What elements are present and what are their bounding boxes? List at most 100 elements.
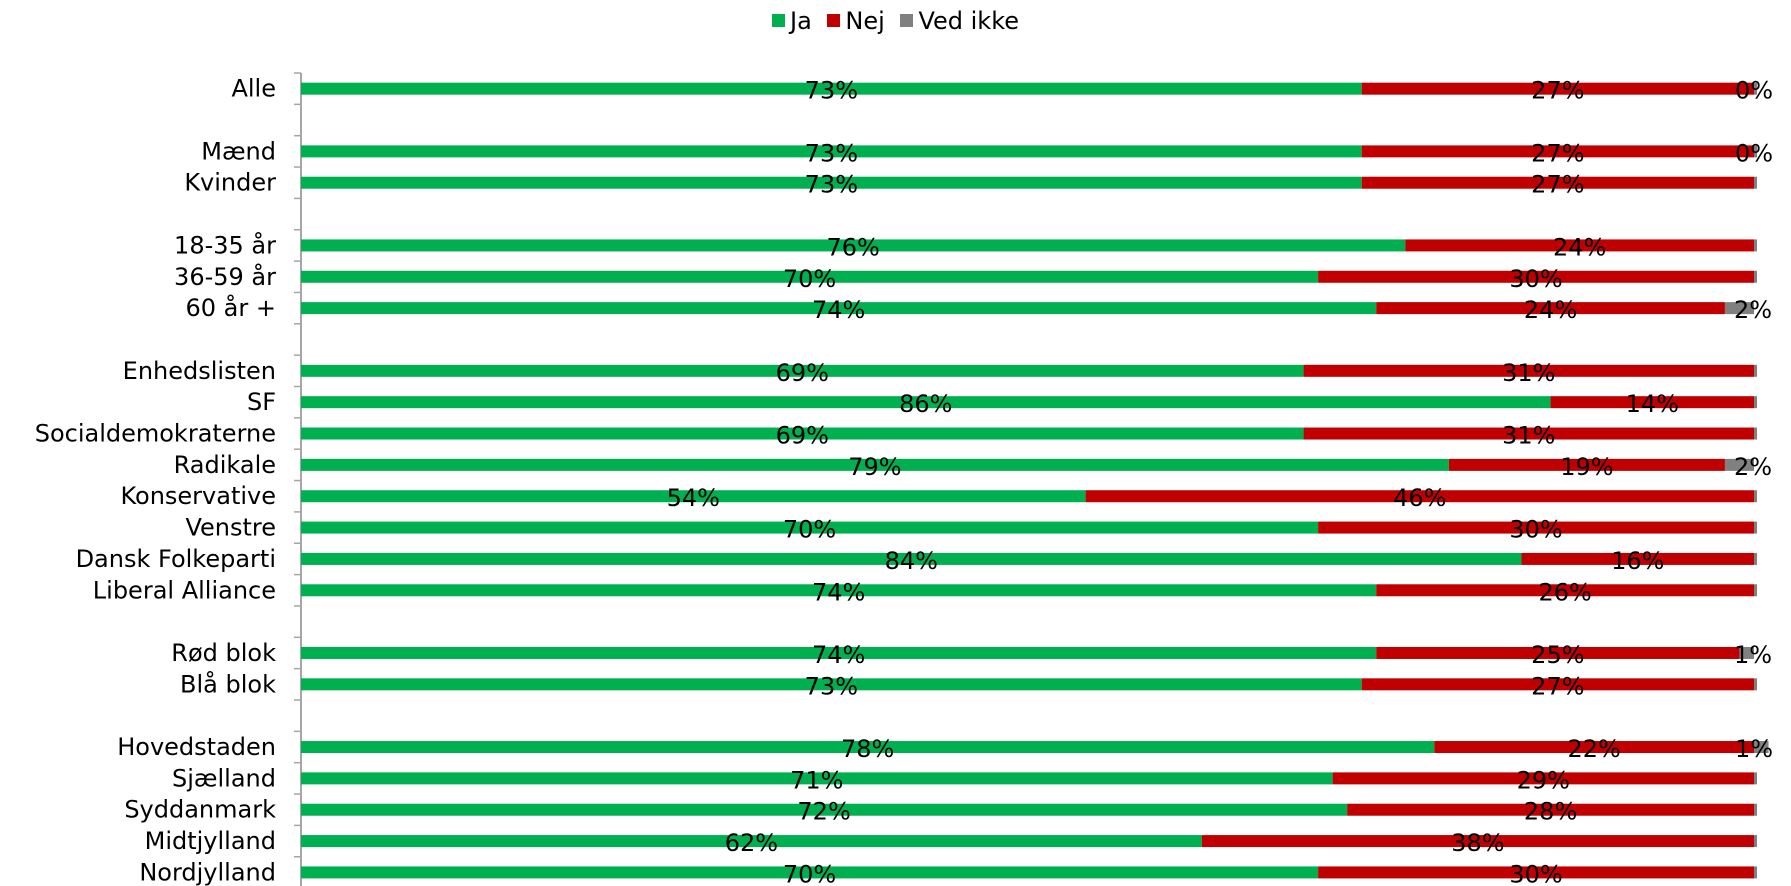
bar-segment-ja bbox=[301, 835, 1202, 848]
bar-segment-ved-ikke bbox=[1754, 145, 1757, 158]
category-label: Syddanmark bbox=[124, 796, 276, 824]
category-label: 36-59 år bbox=[174, 262, 276, 291]
category-label: Blå blok bbox=[180, 669, 276, 698]
bar-segment-ja bbox=[301, 176, 1362, 189]
bar-segment-nej bbox=[1318, 866, 1754, 879]
bar-segment-ja bbox=[301, 82, 1362, 95]
bar-segment-ved-ikke bbox=[1739, 646, 1754, 659]
bar-segment-ved-ikke bbox=[1754, 835, 1757, 848]
data-label-ved-ikke: 0% bbox=[1735, 139, 1773, 167]
data-label-ja: 71% bbox=[790, 766, 843, 794]
bar-segment-nej bbox=[1448, 458, 1725, 471]
category-label: Nordjylland bbox=[139, 858, 276, 886]
bar-segment-ja bbox=[301, 521, 1319, 534]
data-label-ja: 74% bbox=[812, 296, 865, 324]
data-label-nej: 27% bbox=[1531, 139, 1584, 167]
bar-segment-ved-ikke bbox=[1754, 270, 1757, 283]
data-label-ja: 73% bbox=[805, 139, 858, 167]
data-label-ved-ikke: 2% bbox=[1734, 296, 1772, 324]
data-label-nej: 38% bbox=[1451, 829, 1504, 857]
bar-segment-ja bbox=[301, 552, 1522, 565]
bar-segment-ved-ikke bbox=[1754, 521, 1757, 534]
bar-segment-ja bbox=[301, 866, 1319, 879]
bar-segment-ja bbox=[301, 584, 1377, 597]
data-label-nej: 19% bbox=[1560, 453, 1613, 481]
data-label-ja: 69% bbox=[776, 422, 829, 450]
data-label-nej: 30% bbox=[1509, 860, 1562, 886]
bar-segment-nej bbox=[1361, 145, 1754, 158]
legend-label-ved-ikke: Ved ikke bbox=[918, 6, 1020, 35]
bar-segment-ved-ikke bbox=[1754, 176, 1757, 189]
bar-segment-nej bbox=[1361, 176, 1754, 189]
bar-segment-ved-ikke bbox=[1724, 458, 1754, 471]
bar-segment-nej bbox=[1201, 835, 1754, 848]
data-label-nej: 30% bbox=[1509, 516, 1562, 544]
bar-segment-ja bbox=[301, 458, 1449, 471]
category-label: Enhedslisten bbox=[123, 357, 276, 385]
bar-segment-ja bbox=[301, 646, 1377, 659]
category-label: Kvinder bbox=[184, 169, 276, 197]
data-label-nej: 14% bbox=[1626, 390, 1679, 418]
data-label-nej: 46% bbox=[1393, 484, 1446, 512]
bar-segment-ja bbox=[301, 741, 1435, 754]
bar-segment-ved-ikke bbox=[1754, 772, 1757, 785]
category-label: 60 år + bbox=[186, 293, 276, 322]
data-label-ved-ikke: 1% bbox=[1734, 641, 1772, 669]
data-label-ja: 73% bbox=[805, 77, 858, 105]
category-label: Socialdemokraterne bbox=[35, 420, 276, 448]
bar-segment-ved-ikke bbox=[1754, 803, 1757, 816]
data-label-nej: 31% bbox=[1502, 422, 1555, 450]
bar-segment-ja bbox=[301, 302, 1377, 315]
bar-segment-ja bbox=[301, 239, 1406, 252]
data-label-ja: 76% bbox=[826, 233, 879, 261]
bar-segment-ja bbox=[301, 427, 1304, 440]
bar-segment-ved-ikke bbox=[1754, 239, 1757, 252]
data-label-nej: 24% bbox=[1524, 296, 1577, 324]
legend-item-nej: Nej bbox=[827, 7, 885, 35]
bar-segment-nej bbox=[1303, 364, 1754, 377]
data-label-ja: 70% bbox=[783, 860, 836, 886]
category-label: Midtjylland bbox=[145, 827, 276, 855]
data-label-ja: 70% bbox=[783, 516, 836, 544]
legend-item-ja: Ja bbox=[771, 6, 812, 35]
data-label-ja: 84% bbox=[885, 547, 938, 575]
data-label-ja: 79% bbox=[848, 453, 901, 481]
data-label-nej: 29% bbox=[1517, 766, 1570, 794]
bar-segment-ja bbox=[301, 678, 1362, 691]
bar-segment-ved-ikke bbox=[1754, 584, 1757, 597]
bar-segment-nej bbox=[1347, 803, 1754, 816]
data-label-nej: 27% bbox=[1531, 171, 1584, 199]
legend-swatch-ved-ikke bbox=[900, 14, 914, 27]
bar-segment-nej bbox=[1521, 552, 1754, 565]
data-label-nej: 22% bbox=[1567, 735, 1620, 763]
data-label-nej: 28% bbox=[1524, 798, 1577, 826]
category-label: Sjælland bbox=[172, 764, 276, 792]
bar-segment-ved-ikke bbox=[1754, 490, 1757, 503]
bar-segment-ved-ikke bbox=[1754, 396, 1757, 409]
bar-segment-ved-ikke bbox=[1754, 82, 1757, 95]
data-label-ja: 74% bbox=[812, 641, 865, 669]
bar-segment-ved-ikke bbox=[1754, 427, 1757, 440]
data-label-ja: 54% bbox=[667, 484, 720, 512]
data-label-nej: 30% bbox=[1509, 265, 1562, 293]
bar-segment-nej bbox=[1318, 521, 1754, 534]
data-label-nej: 25% bbox=[1531, 641, 1584, 669]
category-label: Rød blok bbox=[171, 639, 276, 667]
bar-segment-ved-ikke bbox=[1724, 302, 1754, 315]
legend-label-ja: Ja bbox=[789, 6, 812, 35]
category-label: Mænd bbox=[201, 137, 276, 165]
bar-segment-ved-ikke bbox=[1754, 364, 1757, 377]
bar-segment-nej bbox=[1318, 270, 1754, 283]
bar-segment-ved-ikke bbox=[1754, 741, 1769, 754]
bar-segment-ja bbox=[301, 270, 1319, 283]
bar-segment-nej bbox=[1376, 646, 1740, 659]
data-label-nej: 24% bbox=[1553, 233, 1606, 261]
category-label: Radikale bbox=[174, 451, 276, 479]
category-label: Hovedstaden bbox=[117, 733, 276, 761]
bar-segment-ved-ikke bbox=[1754, 552, 1757, 565]
legend-swatch-nej bbox=[827, 14, 841, 27]
data-label-ja: 78% bbox=[841, 735, 894, 763]
data-label-nej: 31% bbox=[1502, 359, 1555, 387]
category-label: Venstre bbox=[185, 514, 276, 542]
